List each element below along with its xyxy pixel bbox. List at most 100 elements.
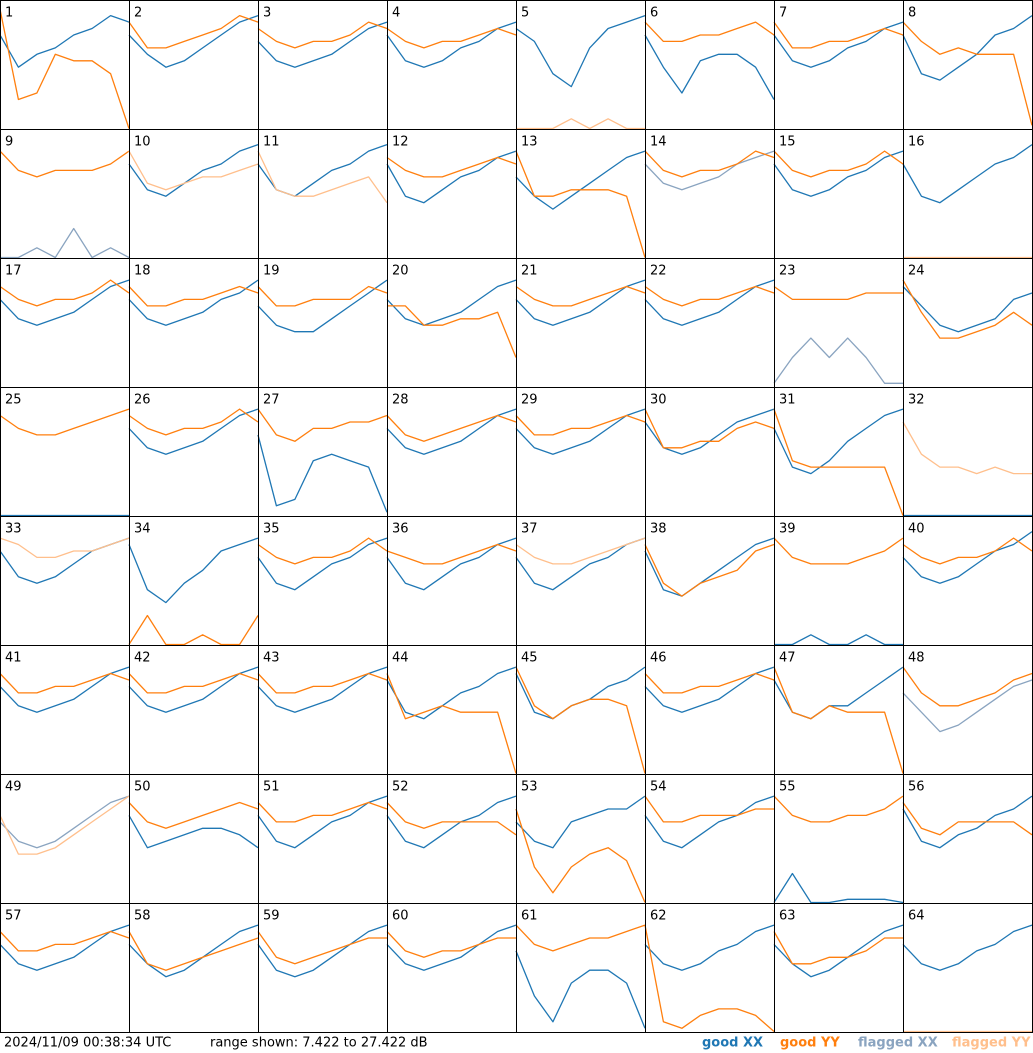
spectrum-line bbox=[386, 802, 517, 836]
spectrum-line bbox=[128, 815, 259, 849]
spectrum-line bbox=[644, 666, 775, 713]
spectrum-line bbox=[257, 672, 388, 694]
spectrum-line bbox=[386, 408, 517, 455]
spectrum-line bbox=[515, 150, 646, 210]
spectrum-line bbox=[386, 279, 517, 326]
spectrum-line bbox=[386, 543, 517, 565]
spectrum-line bbox=[773, 337, 903, 384]
panel-number: 45 bbox=[521, 651, 538, 666]
spectrum-line bbox=[773, 408, 904, 475]
panel-number: 47 bbox=[779, 651, 796, 666]
panel-number: 15 bbox=[779, 135, 796, 150]
spectrum-line bbox=[773, 150, 904, 178]
panel-number: 23 bbox=[779, 264, 796, 279]
panel-number: 55 bbox=[779, 780, 796, 795]
panel-number: 18 bbox=[134, 264, 151, 279]
spectrum-line bbox=[902, 15, 1033, 81]
spectrum-line bbox=[387, 305, 517, 358]
panel-number: 52 bbox=[392, 780, 409, 795]
spectrum-line bbox=[386, 931, 516, 958]
spectrum-line bbox=[257, 666, 388, 713]
panel-number: 21 bbox=[521, 264, 538, 279]
spectrum-line bbox=[0, 14, 130, 68]
panel-number: 44 bbox=[392, 651, 409, 666]
panel-number: 26 bbox=[134, 393, 151, 408]
spectrum-line bbox=[515, 537, 646, 565]
spectrum-line bbox=[0, 150, 130, 178]
panel-frame bbox=[903, 0, 1033, 130]
spectrum-line bbox=[386, 156, 517, 178]
spectrum-line bbox=[902, 679, 1033, 733]
spectrum-line bbox=[257, 143, 388, 197]
spectrum-line bbox=[257, 279, 388, 333]
timestamp: 2024/11/09 00:38:34 UTC bbox=[4, 1036, 171, 1051]
spectrum-line bbox=[128, 279, 259, 326]
spectrum-line bbox=[773, 924, 904, 978]
spectrum-line bbox=[386, 150, 517, 204]
spectrum-line bbox=[257, 537, 388, 591]
panel-number: 17 bbox=[5, 264, 22, 279]
panel-number: 30 bbox=[650, 393, 667, 408]
panel-number: 64 bbox=[908, 909, 925, 924]
spectrum-line bbox=[128, 924, 259, 978]
spectrum-line bbox=[257, 537, 388, 565]
spectrum-line bbox=[515, 795, 646, 849]
spectrum-line bbox=[0, 795, 130, 855]
panel-frame bbox=[0, 129, 130, 259]
panel-number: 27 bbox=[263, 393, 280, 408]
spectrum-line bbox=[128, 614, 259, 646]
panel-number: 24 bbox=[908, 264, 925, 279]
spectrum-line bbox=[386, 21, 517, 68]
spectrum-line bbox=[644, 537, 775, 597]
panel-number: 61 bbox=[521, 909, 538, 924]
spectrum-line bbox=[644, 408, 775, 449]
spectrum-line bbox=[128, 666, 259, 713]
spectrum-line bbox=[773, 408, 904, 516]
spectrum-line bbox=[128, 14, 259, 68]
panel-number: 14 bbox=[650, 135, 667, 150]
spectrum-line bbox=[128, 143, 259, 197]
panel-number: 3 bbox=[263, 6, 271, 21]
spectrum-line bbox=[128, 537, 259, 604]
panel-number: 2 bbox=[134, 6, 142, 21]
spectrum-line bbox=[386, 666, 517, 720]
spectrum-line bbox=[515, 14, 646, 88]
spectrum-line bbox=[386, 27, 517, 49]
legend-entry: good YY bbox=[780, 1036, 840, 1051]
spectrum-line bbox=[644, 672, 775, 694]
spectrum-line bbox=[774, 634, 903, 646]
spectrum-line bbox=[515, 408, 646, 455]
spectrum-line bbox=[386, 795, 517, 849]
panel-number: 36 bbox=[392, 522, 409, 537]
spectrum-line bbox=[0, 537, 130, 559]
spectrum-line bbox=[386, 537, 517, 591]
spectrum-line bbox=[128, 14, 259, 49]
panel-number: 39 bbox=[779, 522, 796, 537]
spectrum-line bbox=[644, 150, 775, 178]
spectrum-line bbox=[0, 279, 130, 326]
panel-number: 13 bbox=[521, 135, 538, 150]
panel-number: 16 bbox=[908, 135, 925, 150]
panel-number: 19 bbox=[263, 264, 280, 279]
spectrum-line bbox=[257, 21, 388, 68]
panel-number: 12 bbox=[392, 135, 409, 150]
panel-frame bbox=[387, 0, 517, 130]
panel-number: 41 bbox=[5, 651, 22, 666]
panel-number: 22 bbox=[650, 264, 667, 279]
panel-number: 40 bbox=[908, 522, 925, 537]
spectrum-line bbox=[515, 808, 646, 903]
spectrum-line bbox=[515, 950, 646, 1029]
spectrum-line bbox=[386, 414, 517, 442]
spectrum-line bbox=[902, 802, 1033, 836]
spectrum-line bbox=[644, 285, 775, 307]
spectrum-line bbox=[515, 666, 646, 774]
spectrum-line bbox=[0, 930, 130, 952]
panel-number: 31 bbox=[779, 393, 796, 408]
spectrum-line bbox=[644, 21, 775, 43]
spectrum-line bbox=[902, 924, 1033, 971]
spectrum-line bbox=[644, 34, 775, 100]
panel-number: 8 bbox=[908, 6, 916, 21]
spectrum-line bbox=[386, 924, 517, 971]
spectrum-line bbox=[257, 795, 388, 849]
panel-number: 57 bbox=[5, 909, 22, 924]
